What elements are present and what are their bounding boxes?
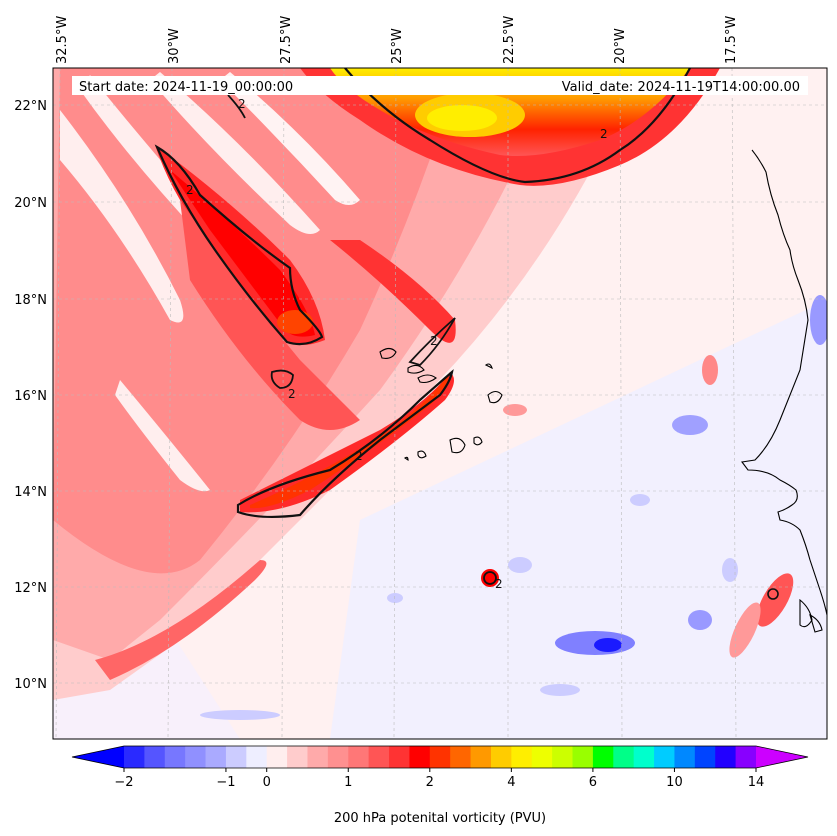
contour-label: 2 bbox=[355, 449, 363, 463]
colorbar-tick-label: 0 bbox=[263, 775, 271, 790]
colorbar: −2 −1 0 1 2 4 6 10 14 bbox=[71, 745, 809, 790]
lat-label: 22°N bbox=[14, 99, 47, 114]
contour-label: 2 bbox=[288, 387, 296, 401]
coastline bbox=[379, 149, 827, 633]
colorbar-tick-label: −2 bbox=[114, 775, 133, 790]
contour-labels: 2 2 2 2 2 2 2 bbox=[186, 97, 608, 591]
longitude-labels: 32.5°W 30°W 27.5°W 25°W 22.5°W 20°W 17.5… bbox=[55, 16, 739, 64]
colorbar-min-extend-arrow bbox=[72, 746, 124, 768]
colorbar-bin bbox=[287, 746, 308, 768]
colorbar-bin bbox=[531, 746, 553, 768]
colorbar-bin bbox=[633, 746, 655, 768]
colorbar-bin bbox=[450, 746, 472, 768]
colorbar-tick-label: 2 bbox=[426, 775, 434, 790]
colorbar-bin bbox=[205, 746, 227, 768]
colorbar-bin bbox=[307, 746, 329, 768]
lat-label: 10°N bbox=[14, 677, 47, 692]
graticule bbox=[53, 68, 827, 739]
colorbar-bin bbox=[674, 746, 696, 768]
colorbar-tick-label: 14 bbox=[748, 775, 765, 790]
date-info-box bbox=[72, 76, 808, 95]
colorbar-bin bbox=[266, 746, 288, 768]
lon-label: 32.5°W bbox=[55, 16, 70, 64]
lon-label: 22.5°W bbox=[502, 16, 517, 64]
lon-label: 30°W bbox=[167, 28, 182, 64]
colorbar-bin bbox=[144, 746, 166, 768]
pv-2-contours bbox=[154, 68, 779, 600]
lat-label: 20°N bbox=[14, 196, 47, 211]
colorbar-tick-label: 1 bbox=[344, 775, 352, 790]
map-frame bbox=[52, 67, 828, 740]
colorbar-label: 200 hPa potenital vorticity (PVU) bbox=[334, 811, 546, 826]
colorbar-bin bbox=[490, 746, 512, 768]
contour-label: 2 bbox=[430, 334, 438, 348]
colorbar-bin bbox=[592, 746, 614, 768]
colorbar-bin bbox=[654, 746, 675, 768]
contour-label: 2 bbox=[600, 127, 608, 141]
colorbar-bin bbox=[389, 746, 410, 768]
high-pv-streamers bbox=[155, 145, 794, 658]
lat-label: 18°N bbox=[14, 293, 47, 308]
colorbar-bin bbox=[348, 746, 370, 768]
colorbar-bin bbox=[368, 746, 390, 768]
colorbar-bin bbox=[185, 746, 207, 768]
start-date-label: Start date: 2024-11-19_00:00:00 bbox=[79, 80, 293, 95]
colorbar-bin bbox=[511, 746, 533, 768]
colorbar-tick-label: −1 bbox=[216, 775, 235, 790]
colorbar-bin bbox=[694, 746, 716, 768]
colorbar-bin bbox=[327, 746, 349, 768]
colorbar-bin bbox=[715, 746, 737, 768]
lat-label: 12°N bbox=[14, 581, 47, 596]
lon-label: 20°W bbox=[613, 28, 628, 64]
colorbar-bin bbox=[164, 746, 186, 768]
colorbar-bin bbox=[613, 746, 635, 768]
colorbar-bin bbox=[470, 746, 492, 768]
colorbar-tick-label: 10 bbox=[666, 775, 683, 790]
colorbar-bin bbox=[552, 746, 574, 768]
colorbar-bin bbox=[225, 746, 247, 768]
colorbar-bin bbox=[124, 746, 145, 768]
contour-label: 2 bbox=[495, 577, 503, 591]
latitude-labels: 22°N 20°N 18°N 16°N 14°N 12°N 10°N bbox=[14, 99, 47, 692]
colorbar-bin bbox=[409, 746, 431, 768]
colorbar-bin bbox=[429, 746, 451, 768]
lat-label: 16°N bbox=[14, 389, 47, 404]
lat-label: 14°N bbox=[14, 485, 47, 500]
colorbar-tick-label: 4 bbox=[507, 775, 515, 790]
contour-label: 2 bbox=[238, 97, 246, 111]
lon-label: 27.5°W bbox=[279, 16, 294, 64]
colorbar-bin bbox=[246, 746, 268, 768]
colorbar-tick-label: 6 bbox=[589, 775, 597, 790]
lon-label: 25°W bbox=[390, 28, 405, 64]
valid-date-label: Valid_date: 2024-11-19T14:00:00.00 bbox=[562, 80, 800, 95]
colorbar-max-extend-arrow bbox=[756, 746, 808, 768]
colorbar-bin bbox=[735, 746, 757, 768]
colorbar-bin bbox=[572, 746, 594, 768]
map-panel: 2 2 2 2 2 2 2 bbox=[53, 68, 827, 739]
lon-label: 17.5°W bbox=[724, 16, 739, 64]
contour-label: 2 bbox=[186, 183, 194, 197]
